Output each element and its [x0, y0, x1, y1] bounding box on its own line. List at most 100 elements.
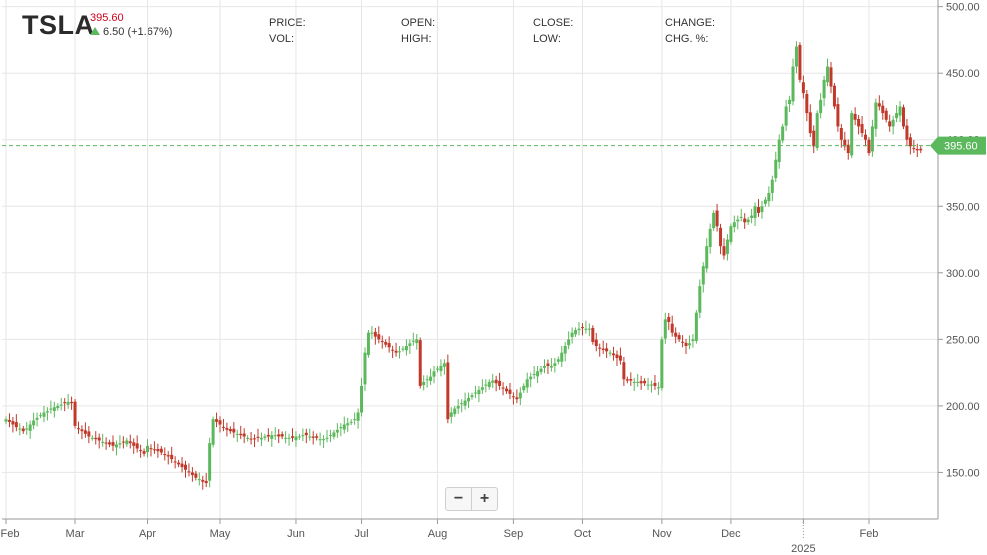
candle-body	[770, 179, 774, 193]
candle-body	[87, 431, 91, 437]
change-label: CHANGE:	[665, 17, 716, 29]
candle-body	[888, 121, 892, 127]
candle-body	[508, 389, 512, 394]
candle-body	[59, 404, 63, 406]
y-tick-label: 450.00	[946, 68, 980, 80]
candle-body	[111, 442, 115, 446]
candle-body	[263, 436, 267, 438]
candle-body	[477, 389, 481, 395]
candle-body	[822, 79, 826, 99]
candle-body	[429, 376, 433, 381]
chart-header: TSLA 395.60 6.50 (+1.67%) PRICE: VOL: OP…	[0, 0, 938, 60]
candle-body	[66, 401, 70, 405]
candle-body	[525, 379, 529, 388]
candle-body	[608, 352, 612, 354]
candle-body	[32, 420, 36, 426]
zoom-out-button[interactable]: −	[446, 488, 472, 510]
candle-body	[221, 426, 225, 428]
candle-body	[743, 218, 747, 223]
candle-body	[253, 438, 257, 440]
candle-body	[73, 401, 77, 426]
zoom-in-button[interactable]: +	[479, 490, 490, 507]
candle-body	[836, 104, 840, 127]
candle-body	[418, 340, 422, 386]
candle-body	[653, 382, 657, 386]
candle-body	[139, 450, 143, 452]
candle-body	[439, 365, 443, 372]
candle-body	[560, 352, 564, 362]
candle-body	[277, 434, 281, 437]
candle-body	[719, 227, 723, 247]
candle-body	[712, 212, 716, 229]
candle-body	[239, 433, 243, 436]
candle-body	[767, 192, 771, 202]
candle-body	[45, 411, 49, 413]
candle-body	[580, 327, 584, 329]
candle-body	[218, 420, 222, 425]
candle-body	[529, 376, 533, 380]
x-tick-label: Nov	[652, 528, 672, 540]
candle-body	[408, 343, 412, 346]
candle-body	[757, 207, 761, 213]
candle-body	[232, 428, 236, 433]
candle-body	[197, 479, 201, 481]
candle-body	[4, 419, 8, 422]
candle-body	[563, 346, 567, 354]
candle-body	[698, 286, 702, 313]
candle-body	[422, 381, 426, 386]
candle-body	[225, 427, 229, 430]
candle-body	[328, 435, 332, 437]
candle-body	[670, 323, 674, 333]
candle-body	[325, 437, 329, 439]
candle-body	[618, 355, 622, 361]
candle-body	[484, 384, 488, 386]
candle-body	[446, 362, 450, 420]
price-change-value: 6.50 (+1.67%)	[103, 26, 173, 38]
candle-body	[297, 436, 301, 438]
candle-body	[187, 471, 191, 473]
candle-body	[18, 428, 22, 430]
candle-body	[667, 316, 671, 323]
y-tick-label: 150.00	[946, 467, 980, 479]
candle-body	[114, 444, 118, 448]
open-label: OPEN:	[401, 17, 436, 29]
candle-body	[94, 437, 98, 440]
candle-body	[884, 110, 888, 120]
candle-body	[291, 436, 295, 438]
candle-body	[384, 342, 388, 345]
candle-body	[201, 479, 205, 482]
candle-body	[567, 339, 571, 346]
candle-body	[377, 334, 381, 340]
candle-body	[750, 215, 754, 218]
candle-body	[70, 401, 74, 404]
candle-body	[208, 443, 212, 481]
candle-body	[646, 384, 650, 386]
candle-body	[460, 403, 464, 405]
candle-body	[270, 435, 274, 439]
candle-body	[304, 432, 308, 436]
candle-body	[356, 412, 360, 421]
candle-body	[708, 228, 712, 247]
candle-body	[760, 206, 764, 213]
candle-body	[815, 113, 819, 148]
candle-body	[108, 442, 112, 445]
candle-body	[919, 148, 923, 151]
candle-body	[777, 139, 781, 163]
candle-body	[163, 454, 167, 456]
candle-body	[860, 124, 864, 134]
candle-body	[308, 436, 312, 438]
candle-body	[639, 381, 643, 384]
candle-body	[104, 442, 108, 444]
change-percent-label: CHG. %:	[665, 33, 709, 45]
candle-body	[366, 332, 370, 356]
candle-body	[273, 435, 277, 437]
candle-body	[912, 147, 916, 150]
candle-body	[829, 67, 833, 87]
candle-body	[360, 385, 364, 413]
candle-body	[632, 381, 636, 383]
candle-body	[80, 429, 84, 432]
candle-body	[442, 363, 446, 367]
candle-body	[228, 429, 232, 432]
